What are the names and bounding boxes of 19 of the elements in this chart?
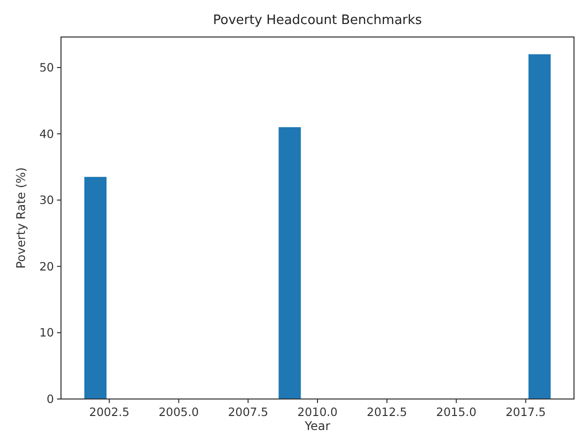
x-tick-label: 2005.0 xyxy=(158,405,199,419)
x-tick-label: 2015.0 xyxy=(436,405,476,419)
x-tick-label: 2007.5 xyxy=(228,405,268,419)
x-tick-label: 2017.5 xyxy=(506,405,546,419)
y-tick-label: 20 xyxy=(39,259,54,274)
y-tick-label: 0 xyxy=(46,392,54,406)
y-tick-label: 50 xyxy=(39,60,54,75)
bar xyxy=(84,176,107,399)
chart-title: Poverty Headcount Benchmarks xyxy=(213,13,422,28)
y-tick-label: 30 xyxy=(39,193,54,208)
bar xyxy=(528,54,551,399)
y-tick-label: 40 xyxy=(39,126,54,141)
y-axis-title: Poverty Rate (%) xyxy=(14,167,28,269)
bar xyxy=(278,127,301,399)
x-tick-label: 2002.5 xyxy=(89,405,130,419)
x-tick-label: 2010.0 xyxy=(297,405,338,419)
x-tick-label: 2012.5 xyxy=(366,405,408,419)
y-tick-label: 10 xyxy=(39,326,54,340)
x-axis-title: Year xyxy=(304,419,330,433)
